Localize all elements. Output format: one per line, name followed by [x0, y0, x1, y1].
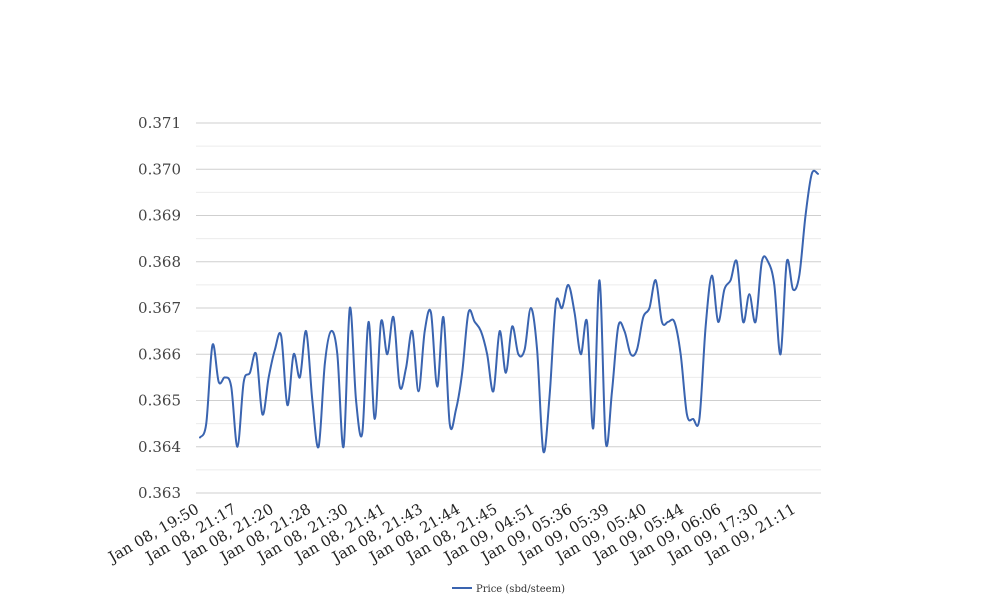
y-tick-label: 0.368 — [138, 253, 181, 271]
legend-label: Price (sbd/steem) — [476, 584, 565, 595]
y-tick-label: 0.363 — [138, 484, 181, 502]
y-tick-label: 0.370 — [138, 160, 181, 178]
y-axis-tick-labels: 0.363 0.364 0.365 0.366 0.367 0.368 0.369 0.370… — [138, 114, 181, 502]
series-line-price — [199, 169, 819, 454]
y-tick-label: 0.367 — [138, 299, 181, 317]
y-tick-label: 0.366 — [138, 345, 181, 363]
y-tick-label: 0.369 — [138, 207, 181, 225]
grid-lines — [196, 122, 821, 494]
y-tick-label: 0.364 — [138, 438, 181, 456]
y-tick-label: 0.365 — [138, 392, 181, 410]
y-tick-label: 0.371 — [138, 114, 181, 132]
legend: Price (sbd/steem) — [452, 584, 565, 595]
